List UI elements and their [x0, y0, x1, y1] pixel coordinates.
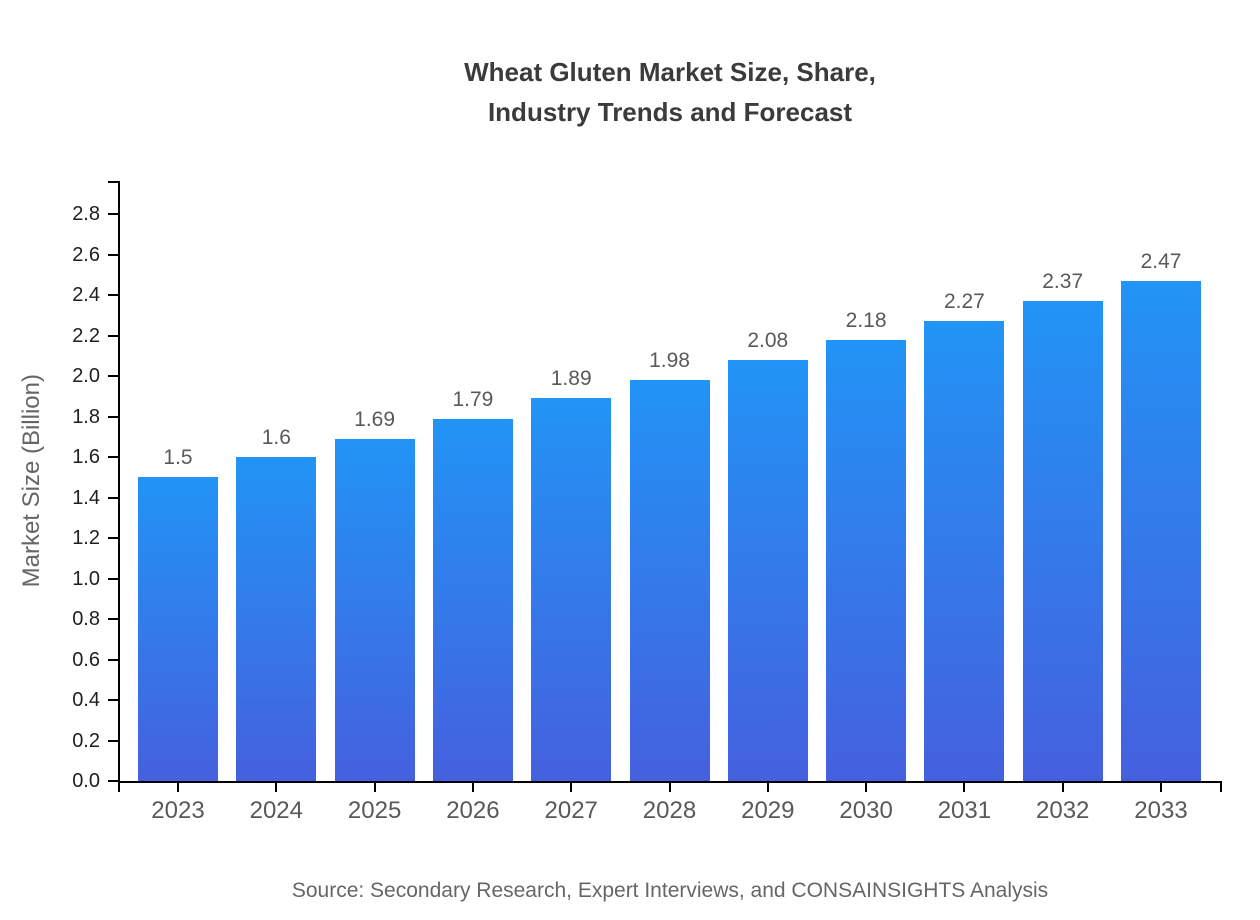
y-tick-label-1.4: 1.4: [72, 486, 100, 509]
bar-value-label-2024: 1.6: [261, 426, 291, 449]
x-tick-mark-2031: [963, 781, 966, 792]
source-note: Source: Secondary Research, Expert Inter…: [291, 879, 1049, 902]
bar-value-label-2033: 2.47: [1140, 249, 1182, 273]
bar-2026: [432, 418, 513, 781]
bar-2031: [924, 321, 1005, 781]
x-tick-mark-2033: [1160, 781, 1162, 792]
y-tick-mark-0.0: [108, 780, 118, 782]
x-tick-label-2024: 2024: [249, 797, 303, 824]
x-tick-label-2028: 2028: [642, 797, 697, 824]
bar-value-label-2027: 1.89: [550, 367, 592, 391]
x-tick-label-2029: 2029: [741, 797, 795, 824]
y-tick-mark-1.2: [108, 537, 118, 539]
bar-2027: [531, 398, 612, 781]
plot-area: 1.5 1.6 1.69 1.79 1.89 1.98 2.08 2.18 2.27 2.37 2.…: [72, 181, 1222, 824]
x-tick-label-2032: 2032: [1035, 797, 1090, 824]
y-axis-line: [118, 181, 120, 783]
bar-2030: [826, 339, 907, 781]
bar-2032: [1022, 301, 1103, 781]
y-tick-mark-0.2: [108, 739, 118, 742]
y-tick-label-1.6: 1.6: [72, 446, 100, 468]
bar-2023: [138, 477, 218, 781]
chart-title-line-1: Wheat Gluten Market Size, Share,: [464, 57, 876, 87]
y-tick-label-0.8: 0.8: [72, 608, 100, 630]
x-tick-mark-2029: [766, 781, 769, 792]
x-tick-mark-2027: [570, 781, 573, 792]
y-tick-label-0.0: 0.0: [72, 770, 100, 792]
chart-title: Wheat Gluten Market Size, Share, Industr…: [118, 52, 1222, 132]
bar-value-label-2026: 1.79: [452, 387, 494, 411]
bar-value-label-2028: 1.98: [649, 349, 690, 373]
bar-value-label-2030: 2.18: [845, 308, 887, 332]
y-tick-label-0.4: 0.4: [72, 689, 100, 711]
bar-value-label-2025: 1.69: [354, 407, 396, 431]
y-tick-mark-2.6: [108, 253, 118, 256]
y-tick-mark-2.2: [108, 334, 118, 337]
x-tick-label-2027: 2027: [544, 797, 598, 824]
x-tick-label-2026: 2026: [446, 797, 500, 824]
x-tick-mark-2032: [1061, 781, 1064, 792]
y-tick-mark-1.6: [108, 456, 118, 458]
y-tick-label-1.8: 1.8: [72, 405, 100, 428]
y-tick-mark-0.6: [108, 658, 118, 661]
y-tick-mark-0.4: [108, 699, 118, 701]
x-tick-label-2030: 2030: [839, 797, 893, 824]
x-tick-label-2023: 2023: [151, 797, 205, 824]
x-tick-label-2025: 2025: [347, 797, 402, 824]
bar-2025: [334, 438, 415, 781]
x-tick-label-2031: 2031: [937, 797, 992, 824]
bar-value-label-2029: 2.08: [747, 328, 789, 352]
y-tick-mark-2.0: [108, 375, 118, 377]
y-tick-mark-0.8: [108, 618, 118, 620]
x-axis-endcap-tick: [118, 781, 120, 792]
x-tick-mark-2024: [275, 781, 278, 792]
bar-value-label-2032: 2.37: [1042, 270, 1084, 294]
bar-value-label-2031: 2.27: [943, 290, 985, 314]
x-tick-mark-2025: [373, 781, 376, 792]
y-axis-endcap-tick: [108, 181, 118, 183]
y-axis-title: Market Size (Billion): [14, 181, 50, 781]
y-tick-label-0.2: 0.2: [72, 729, 100, 752]
x-tick-mark-2026: [471, 781, 474, 792]
x-tick-mark-2030: [865, 781, 868, 792]
chart-title-line-2: Industry Trends and Forecast: [487, 97, 853, 127]
bar-2033: [1121, 280, 1201, 781]
x-tick-mark-2028: [668, 781, 671, 792]
y-tick-label-1.2: 1.2: [72, 527, 100, 549]
y-tick-label-0.6: 0.6: [72, 648, 100, 671]
x-tick-mark-2023: [177, 781, 179, 792]
y-tick-mark-1.4: [108, 496, 118, 499]
y-tick-mark-1.8: [108, 415, 118, 418]
y-tick-label-2.8: 2.8: [72, 203, 100, 225]
y-tick-mark-2.8: [108, 213, 118, 215]
y-tick-label-1.0: 1.0: [72, 567, 100, 590]
bar-2024: [236, 457, 317, 781]
y-tick-mark-2.4: [108, 294, 118, 296]
y-tick-label-2.2: 2.2: [72, 324, 100, 347]
y-tick-label-2.4: 2.4: [72, 284, 100, 306]
bar-value-label-2023: 1.5: [163, 446, 193, 470]
bar-2028: [629, 380, 710, 781]
x-axis-endcap-tick: [1220, 781, 1222, 792]
x-tick-label-2033: 2033: [1134, 797, 1188, 824]
y-axis-title-text: Market Size (Billion): [18, 374, 45, 588]
y-tick-mark-1.0: [108, 577, 118, 580]
bar-2029: [727, 359, 808, 781]
y-tick-label-2.6: 2.6: [72, 243, 100, 266]
y-tick-label-2.0: 2.0: [72, 365, 100, 387]
